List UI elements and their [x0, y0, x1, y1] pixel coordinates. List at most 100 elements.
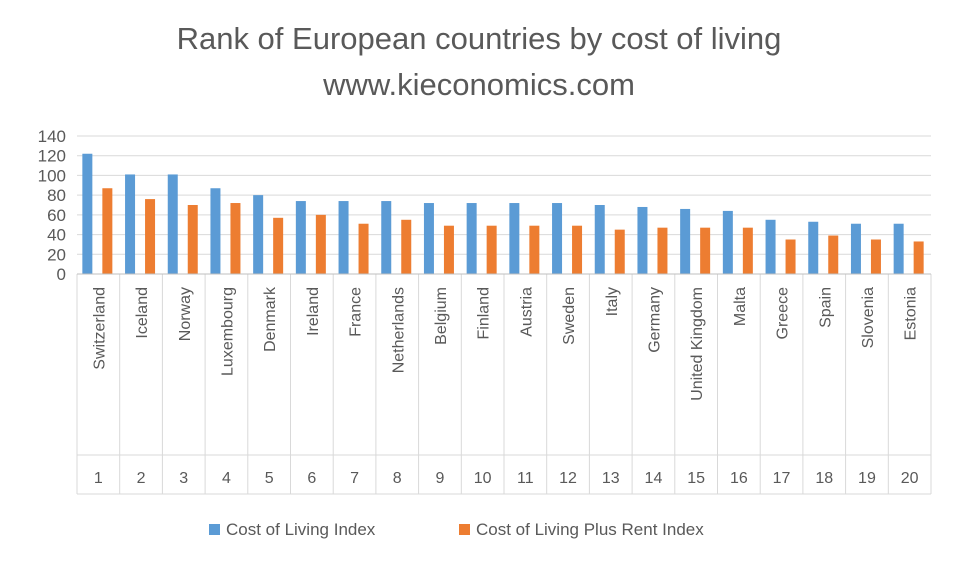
x-category-label: Norway: [177, 287, 194, 341]
x-category-label: Iceland: [134, 287, 151, 339]
bar-cost-of-living-plus-rent: [913, 241, 924, 274]
bar-cost-of-living-plus-rent: [230, 203, 241, 274]
chart-subtitle: www.kieconomics.com: [322, 67, 635, 102]
bar-cost-of-living: [466, 203, 477, 274]
bar-cost-of-living: [680, 208, 691, 274]
x-category-label: Malta: [732, 287, 749, 326]
x-rank-label: 17: [773, 470, 791, 487]
x-category-label: Slovenia: [860, 287, 877, 348]
x-category-label: Netherlands: [390, 287, 407, 373]
x-rank-label: 8: [393, 470, 402, 487]
x-category-label: United Kingdom: [689, 287, 706, 401]
y-tick-label: 80: [47, 186, 66, 205]
bar-cost-of-living: [552, 203, 563, 274]
x-category-label: Ireland: [305, 287, 322, 336]
legend-label: Cost of Living Index: [226, 520, 376, 539]
bar-cost-of-living: [893, 223, 904, 274]
bar-cost-of-living: [167, 174, 178, 274]
x-category-label: Sweden: [561, 287, 578, 345]
bar-cost-of-living: [423, 203, 434, 274]
x-category-label: Germany: [646, 287, 663, 353]
x-rank-label: 13: [602, 470, 620, 487]
bar-cost-of-living-plus-rent: [529, 225, 540, 274]
bar-cost-of-living-plus-rent: [657, 227, 668, 274]
bar-cost-of-living-plus-rent: [614, 229, 625, 274]
x-rank-label: 4: [222, 470, 231, 487]
bar-cost-of-living-plus-rent: [315, 214, 326, 274]
legend-label: Cost of Living Plus Rent Index: [476, 520, 704, 539]
x-rank-label: 11: [517, 470, 534, 487]
bar-cost-of-living: [637, 206, 648, 274]
legend-swatch: [209, 524, 220, 535]
bar-cost-of-living-plus-rent: [273, 217, 284, 274]
x-rank-label: 12: [559, 470, 577, 487]
x-category-label: Spain: [817, 287, 834, 328]
x-rank-label: 19: [858, 470, 876, 487]
x-rank-label: 14: [645, 470, 663, 487]
bar-cost-of-living: [210, 188, 221, 274]
x-category-label: Denmark: [262, 286, 279, 352]
x-rank-label: 6: [307, 470, 316, 487]
x-category-label: Belgium: [433, 287, 450, 345]
y-tick-label: 20: [47, 245, 66, 264]
x-category-label: Finland: [476, 287, 493, 339]
legend: Cost of Living Index Cost of Living Plus …: [209, 520, 704, 539]
bar-cost-of-living-plus-rent: [145, 199, 156, 274]
bar-cost-of-living-plus-rent: [401, 219, 412, 274]
y-tick-label: 0: [57, 265, 66, 284]
bar-cost-of-living-plus-rent: [358, 223, 369, 274]
x-category-label: Estonia: [903, 287, 920, 340]
x-rank-label: 1: [94, 470, 103, 487]
y-tick-label: 120: [38, 147, 66, 166]
x-rank-label: 10: [474, 470, 492, 487]
x-rank-label: 7: [350, 470, 359, 487]
x-rank-label: 5: [265, 470, 274, 487]
x-rank-label: 9: [435, 470, 444, 487]
y-tick-label: 140: [38, 127, 66, 146]
x-rank-label: 18: [815, 470, 833, 487]
x-rank-label: 20: [901, 470, 919, 487]
bar-cost-of-living: [338, 201, 349, 274]
bar-cost-of-living: [253, 195, 264, 274]
x-rank-label: 2: [137, 470, 146, 487]
bars: [82, 153, 924, 274]
bar-cost-of-living: [295, 201, 306, 274]
bar-cost-of-living-plus-rent: [785, 239, 796, 274]
bar-cost-of-living: [722, 210, 733, 274]
x-rank-label: 3: [179, 470, 188, 487]
bar-cost-of-living: [850, 223, 861, 274]
bar-cost-of-living: [381, 201, 392, 274]
bar-cost-of-living-plus-rent: [700, 227, 711, 274]
x-category-label: Austria: [518, 287, 535, 337]
bar-cost-of-living: [765, 219, 776, 274]
legend-swatch: [459, 524, 470, 535]
bar-cost-of-living: [509, 203, 520, 274]
bar-cost-of-living-plus-rent: [870, 239, 881, 274]
chart-title: Rank of European countries by cost of li…: [177, 21, 782, 56]
bar-cost-of-living-plus-rent: [443, 225, 454, 274]
bar-cost-of-living-plus-rent: [828, 235, 839, 274]
gridlines: [77, 135, 931, 275]
x-axis-categories: Switzerland 1 Iceland 2 Norway 3 Luxembourg 4 De…: [76, 273, 932, 495]
bar-cost-of-living-plus-rent: [102, 188, 113, 274]
y-tick-label: 40: [47, 226, 66, 245]
bar-cost-of-living: [808, 221, 819, 274]
y-tick-label: 100: [38, 166, 66, 185]
bar-cost-of-living: [125, 174, 136, 274]
x-category-label: France: [348, 287, 365, 337]
bar-cost-of-living: [82, 153, 93, 274]
bar-cost-of-living: [594, 205, 605, 274]
x-category-label: Luxembourg: [219, 287, 236, 376]
bar-cost-of-living-plus-rent: [742, 227, 753, 274]
x-category-label: Italy: [604, 287, 621, 316]
bar-cost-of-living-plus-rent: [187, 205, 198, 274]
bar-cost-of-living-plus-rent: [572, 225, 583, 274]
x-rank-label: 15: [687, 470, 705, 487]
y-tick-label: 60: [47, 206, 66, 225]
x-category-label: Greece: [775, 287, 792, 340]
x-rank-label: 16: [730, 470, 748, 487]
x-category-label: Switzerland: [91, 287, 108, 370]
bar-cost-of-living-plus-rent: [486, 225, 497, 274]
